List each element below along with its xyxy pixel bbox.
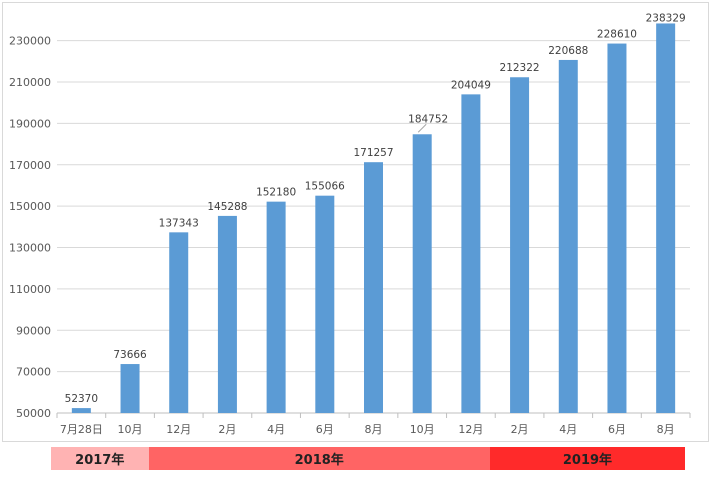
x-tick-label: 4月	[559, 423, 577, 436]
bar	[315, 195, 335, 413]
bar	[266, 201, 286, 413]
x-tick-label: 12月	[458, 423, 483, 436]
bar	[607, 43, 627, 413]
y-tick-label: 150000	[9, 200, 51, 213]
data-label: 155066	[305, 181, 345, 193]
chart-area	[2, 2, 709, 442]
bar	[412, 134, 432, 413]
y-tick-label: 90000	[16, 324, 51, 337]
data-label-leader	[417, 123, 427, 133]
y-tick-label: 170000	[9, 159, 51, 172]
data-label: 171257	[353, 147, 393, 159]
data-label: 137343	[159, 217, 199, 229]
data-label: 220688	[548, 45, 588, 57]
x-tick-label: 7月28日	[60, 423, 103, 436]
data-label: 238329	[646, 12, 686, 24]
y-tick-label: 110000	[9, 283, 51, 296]
x-tick-label: 8月	[657, 423, 675, 436]
x-tick-label: 6月	[316, 423, 334, 436]
year-band: 2019年	[489, 447, 685, 470]
y-tick-label: 210000	[9, 76, 51, 89]
data-label: 73666	[113, 349, 147, 361]
data-label: 212322	[500, 62, 540, 74]
bar	[71, 408, 91, 413]
bar	[656, 23, 676, 414]
y-tick-label: 50000	[16, 407, 51, 420]
year-band: 2018年	[148, 447, 490, 470]
bar	[169, 232, 189, 413]
y-tick-label: 130000	[9, 242, 51, 255]
bar	[120, 364, 140, 413]
x-tick-label: 4月	[267, 423, 285, 436]
data-label: 152180	[256, 187, 296, 199]
data-label: 145288	[207, 201, 247, 213]
x-tick-label: 6月	[608, 423, 626, 436]
bar	[510, 77, 530, 413]
data-label: 184752	[408, 113, 448, 125]
y-tick-label: 70000	[16, 366, 51, 379]
bar	[364, 162, 383, 413]
data-label: 228610	[597, 29, 637, 41]
data-label: 52370	[65, 393, 98, 405]
x-tick-label: 12月	[166, 423, 191, 436]
x-tick-label: 10月	[118, 423, 143, 436]
y-tick-label: 230000	[9, 35, 51, 48]
bar	[217, 215, 237, 413]
x-tick-label: 2月	[511, 423, 529, 436]
y-tick-label: 190000	[9, 117, 51, 130]
bar	[558, 59, 578, 414]
data-label: 204049	[451, 79, 491, 91]
x-tick-label: 2月	[218, 423, 236, 436]
year-band: 2017年	[51, 447, 149, 470]
x-tick-label: 8月	[365, 423, 383, 436]
bar	[461, 94, 481, 413]
x-tick-label: 10月	[410, 423, 435, 436]
